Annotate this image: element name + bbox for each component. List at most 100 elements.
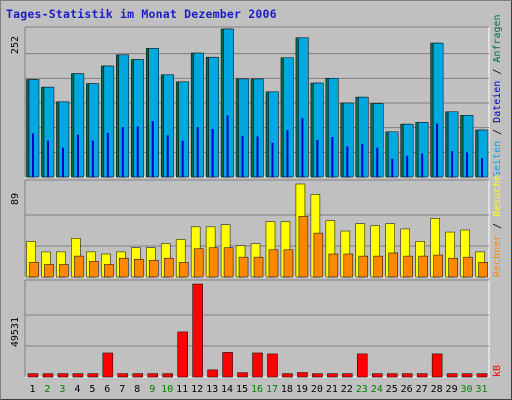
bar-seiten (118, 54, 130, 178)
bar-dateien (466, 152, 469, 177)
x-tick-label: 13 (206, 384, 218, 395)
bar-rechner (478, 262, 488, 278)
bar-kb (297, 372, 308, 378)
x-tick-label: 4 (74, 384, 80, 395)
bar-dateien (451, 151, 454, 177)
bar-kb (222, 352, 233, 378)
bar-rechner (59, 264, 69, 278)
bar-rechner (283, 249, 294, 278)
bar-dateien (331, 137, 334, 177)
bar-kb (117, 373, 129, 378)
bar-rechner (134, 258, 144, 278)
x-tick-label: 1 (29, 384, 35, 395)
x-tick-label: 21 (326, 384, 338, 395)
bar-rechner (119, 257, 129, 278)
x-tick-label: 30 (461, 384, 473, 395)
x-tick-label: 25 (386, 384, 398, 395)
legend-rechner: Rechner (492, 235, 503, 277)
bar-kb (27, 373, 39, 378)
panel-3-legend: kB (492, 365, 503, 377)
bar-dateien (376, 147, 379, 177)
bar-rechner (343, 253, 354, 278)
x-tick-label: 5 (89, 384, 95, 395)
bar-rechner (268, 249, 279, 278)
bar-dateien (46, 140, 49, 177)
bar-dateien (226, 115, 229, 177)
bar-dateien (346, 146, 349, 177)
bar-dateien (166, 135, 169, 177)
panel-2-legend: Rechner / Besuche (492, 175, 503, 277)
bar-kb (57, 373, 69, 378)
x-tick-label: 28 (431, 384, 443, 395)
panel-1-ytick-label: 252 (10, 36, 21, 54)
chart-title: Tages-Statistik im Monat Dezember 2006 (6, 7, 277, 21)
bar-dateien (436, 123, 439, 177)
bar-kb (147, 373, 158, 378)
bar-kb (192, 283, 203, 378)
bar-rechner (298, 216, 309, 278)
bar-kb (177, 331, 188, 378)
bar-dateien (91, 140, 94, 177)
bar-kb (87, 373, 99, 378)
bar-kb (72, 373, 84, 378)
bar-dateien (211, 128, 214, 177)
x-tick-label: 22 (341, 384, 353, 395)
x-tick-label: 2 (44, 384, 50, 395)
bar-dateien (271, 142, 274, 177)
bar-kb (312, 373, 323, 378)
bar-rechner (178, 262, 189, 278)
bar-rechner (418, 255, 428, 278)
x-tick-label: 26 (401, 384, 413, 395)
x-tick-label: 17 (266, 384, 278, 395)
x-tick-label: 11 (176, 384, 188, 395)
bar-dateien (316, 140, 319, 177)
bar-rechner (373, 255, 384, 278)
x-tick-label: 9 (149, 384, 155, 395)
bar-rechner (163, 257, 174, 278)
bar-rechner (433, 254, 443, 278)
x-tick-label: 8 (134, 384, 140, 395)
bar-rechner (313, 232, 324, 278)
x-tick-label: 10 (161, 384, 173, 395)
bar-dateien (301, 118, 304, 177)
legend-besuche: Besuche (492, 175, 503, 217)
x-tick-label: 23 (356, 384, 368, 395)
bar-seiten (58, 101, 70, 178)
bar-kb (416, 373, 428, 378)
bar-kb (132, 373, 144, 378)
x-tick-label: 29 (446, 384, 458, 395)
bar-kb (327, 373, 338, 378)
bar-rechner (89, 261, 99, 278)
bar-rechner (104, 264, 114, 278)
bar-dateien (181, 140, 184, 177)
x-tick-label: 31 (475, 384, 487, 395)
bar-rechner (238, 256, 249, 278)
bar-rechner (29, 262, 39, 278)
bar-dateien (32, 133, 34, 177)
bar-rechner (253, 256, 264, 278)
bar-kb (357, 353, 368, 378)
x-tick-label: 14 (221, 384, 233, 395)
bar-kb (401, 373, 413, 378)
bar-rechner (208, 247, 219, 278)
legend-separator: / (492, 123, 503, 141)
x-tick-label: 27 (416, 384, 428, 395)
bar-rechner (358, 255, 369, 278)
legend-seiten: Seiten (492, 141, 503, 177)
x-tick-label: 7 (119, 384, 125, 395)
bar-kb (162, 373, 173, 378)
x-tick-label: 6 (104, 384, 110, 395)
bar-kb (42, 373, 54, 378)
x-tick-label: 3 (59, 384, 65, 395)
bar-kb (207, 369, 218, 378)
bar-dateien (76, 134, 79, 177)
bar-rechner (463, 256, 473, 278)
x-tick-label: 24 (371, 384, 383, 395)
x-tick-label: 19 (296, 384, 308, 395)
bar-kb (476, 373, 488, 378)
panel-2-ytick-label: 89 (10, 193, 21, 205)
bar-dateien (406, 155, 409, 177)
bar-dateien (286, 130, 289, 177)
bar-dateien (391, 158, 394, 177)
bar-dateien (151, 121, 154, 177)
